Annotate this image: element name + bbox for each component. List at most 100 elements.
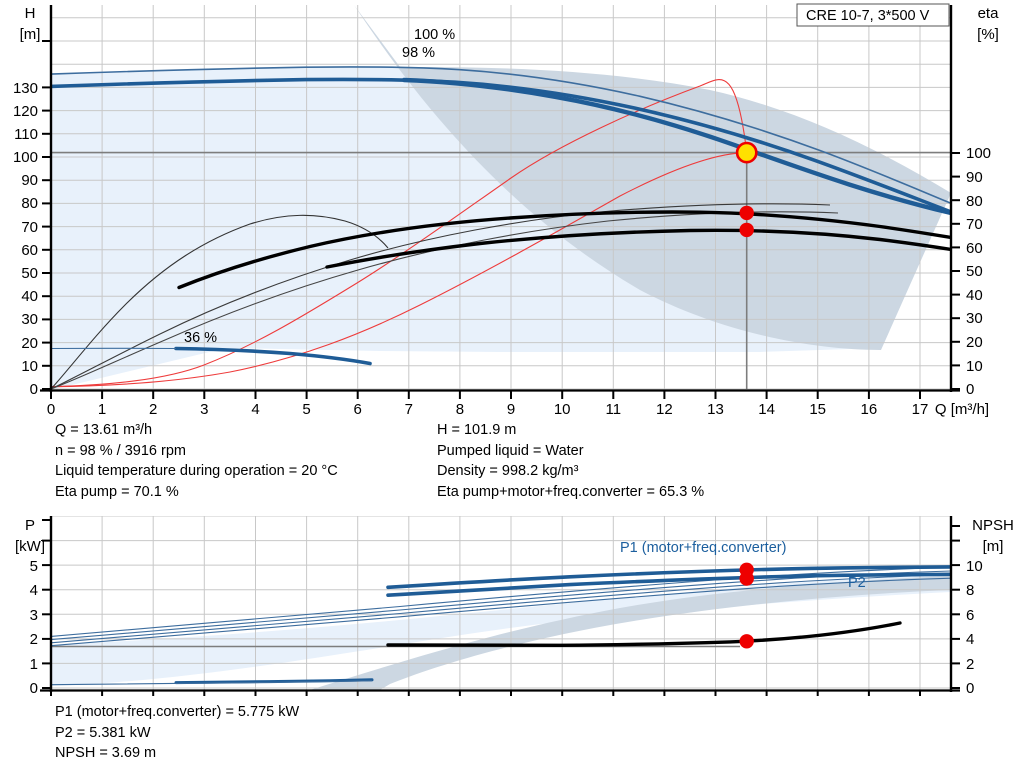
y2-axis-unit-bottom: [m] (983, 538, 1004, 555)
eta-thin-curve-100 (51, 214, 389, 390)
x-tick-top-14: 14 (758, 401, 775, 418)
y-tick-top-110: 110 (14, 126, 38, 143)
y2-tick-bot-2: 2 (966, 656, 974, 673)
y-tick-bot-1: 1 (30, 656, 38, 673)
x-tick-top-11: 11 (606, 401, 622, 418)
y2-tick-top-30: 30 (966, 310, 983, 327)
y-tick-top-80: 80 (21, 195, 38, 212)
y-ticks-right-top: 0 10 20 30 40 50 60 70 80 90 100 (951, 145, 991, 398)
x-tick-top-13: 13 (707, 401, 724, 418)
y2-tick-top-100: 100 (966, 145, 991, 162)
eta-total-curve (325, 228, 951, 269)
y2-tick-bot-4: 4 (966, 631, 974, 648)
y2-tick-top-70: 70 (966, 216, 983, 233)
y-tick-bot-4: 4 (30, 582, 38, 599)
info-block-bottom: P1 (motor+freq.converter) = 5.775 kW P2 … (55, 702, 299, 764)
x-tick-top-10: 10 (554, 401, 571, 418)
y-tick-top-10: 10 (21, 358, 38, 375)
bottom-plot-content (51, 516, 951, 690)
y-axis-title-bottom: P (25, 517, 35, 534)
y-ticks-left-top: 0 10 20 30 40 50 60 70 80 90 100 110 120… (13, 40, 51, 398)
npsh-curve (386, 621, 902, 648)
y-tick-top-50: 50 (21, 265, 38, 282)
y-tick-top-0: 0 (30, 381, 38, 398)
x-tick-top-0: 0 (47, 401, 55, 418)
x-tick-top-1: 1 (98, 401, 106, 418)
info-right-line-1: Pumped liquid = Water (437, 442, 584, 459)
y-tick-top-70: 70 (21, 219, 38, 236)
y-ticks-left-bottom: 0 1 2 3 4 5 (30, 519, 51, 697)
y2-tick-top-10: 10 (966, 358, 983, 375)
p-36-curve (174, 678, 374, 685)
y-tick-top-30: 30 (21, 311, 38, 328)
info-right-line-2: Density = 998.2 kg/m³ (437, 463, 579, 479)
x-axis-label-top: Q [m³/h] (935, 401, 989, 418)
curve-label-p2: P2 (848, 575, 866, 591)
title-box: CRE 10-7, 3*500 V (796, 3, 950, 27)
info-bottom-line-0: P1 (motor+freq.converter) = 5.775 kW (55, 704, 300, 720)
y2-axis-unit-top: [%] (977, 26, 999, 43)
p-thin-c (51, 574, 951, 644)
curve-label-p1: P1 (motor+freq.converter) (620, 540, 786, 556)
y2-tick-top-0: 0 (966, 381, 974, 398)
head-efficiency-svg: 0 10 20 30 40 50 60 70 80 90 100 110 120… (13, 3, 1000, 418)
head-curve-98 (51, 77, 951, 214)
y2-tick-top-80: 80 (966, 193, 983, 210)
x-tick-top-6: 6 (354, 401, 362, 418)
y-tick-bot-2: 2 (30, 631, 38, 648)
info-left-line-2: Liquid temperature during operation = 20… (55, 463, 338, 479)
head-curve-36 (174, 346, 372, 366)
eta-pump-curve (177, 210, 951, 290)
grid-top (51, 5, 951, 390)
info-right-line-0: H = 101.9 m (437, 422, 517, 438)
y2-tick-bot-0: 0 (966, 680, 974, 697)
y-tick-top-90: 90 (21, 172, 38, 189)
power-npsh-chart: 0 1 2 3 4 5 (0, 512, 1024, 702)
y2-tick-bot-10: 10 (966, 558, 983, 575)
y-tick-top-20: 20 (21, 335, 38, 352)
y2-tick-bot-8: 8 (966, 582, 974, 599)
x-tick-top-8: 8 (456, 401, 464, 418)
duty-point-npsh-dot (739, 634, 754, 649)
head-curve-98-duty-branch (401, 77, 951, 216)
y-tick-top-100: 100 (13, 149, 38, 166)
axes-top (40, 5, 960, 392)
y-axis-unit-bottom: [kW] (15, 538, 45, 555)
info-bottom-line-2: NPSH = 3.69 m (55, 745, 157, 761)
y-ticks-right-bottom: 0 2 4 6 8 10 (951, 525, 983, 697)
duty-point-head-marker[interactable] (735, 141, 758, 164)
y2-axis-title-top: eta (978, 5, 1000, 22)
x-tick-top-12: 12 (656, 401, 673, 418)
x-ticks-bottom (50, 690, 921, 696)
curve-label-36-percent: 36 % (184, 330, 217, 346)
y2-tick-top-90: 90 (966, 169, 983, 186)
power-npsh-svg: 0 1 2 3 4 5 (15, 516, 1014, 697)
x-ticks-top: 0 1 2 3 4 5 6 7 8 9 10 11 12 13 14 15 16 (47, 390, 989, 418)
x-tick-top-3: 3 (200, 401, 208, 418)
y2-tick-top-50: 50 (966, 263, 983, 280)
system-curve-red-main (51, 152, 747, 388)
curve-label-100-percent: 100 % (414, 27, 455, 43)
y-tick-bot-0: 0 (30, 680, 38, 697)
head-curve-100 (51, 66, 951, 205)
x-tick-top-4: 4 (251, 401, 259, 418)
envelope-grey-top (354, 5, 951, 350)
x-tick-top-5: 5 (302, 401, 310, 418)
duty-point-eta-pump-dot (739, 205, 754, 221)
y-tick-bot-5: 5 (30, 558, 38, 575)
y2-tick-bot-6: 6 (966, 607, 974, 624)
grid-bottom (51, 516, 951, 690)
title-box-label: CRE 10-7, 3*500 V (806, 8, 930, 24)
info-right-line-3: Eta pump+motor+freq.converter = 65.3 % (437, 483, 705, 500)
p-36-thin (51, 680, 373, 686)
info-left-line-3: Eta pump = 70.1 % (55, 483, 179, 500)
top-plot-content (51, 5, 951, 390)
x-tick-top-9: 9 (507, 401, 515, 418)
x-tick-top-16: 16 (861, 401, 878, 418)
x-tick-top-15: 15 (809, 401, 826, 418)
curve-label-98-percent: 98 % (402, 45, 435, 61)
info-block-left: Q = 13.61 m³/h n = 98 % / 3916 rpm Liqui… (55, 420, 338, 502)
y2-tick-top-20: 20 (966, 334, 983, 351)
x-tick-top-2: 2 (149, 401, 157, 418)
